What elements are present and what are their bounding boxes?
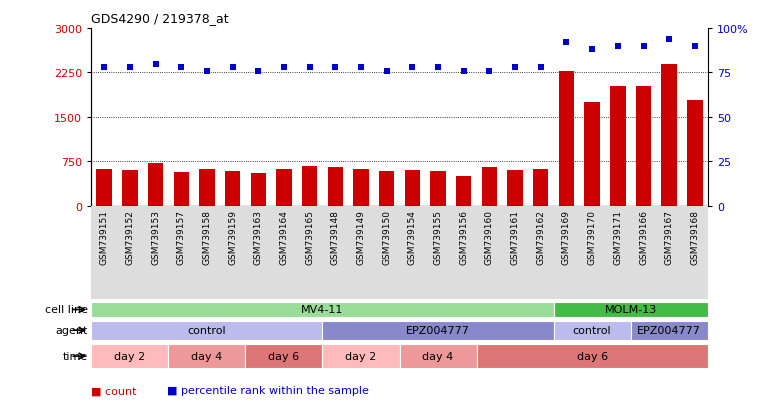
Bar xyxy=(245,344,323,368)
Text: GSM739167: GSM739167 xyxy=(664,209,673,264)
Text: GSM739157: GSM739157 xyxy=(177,209,186,264)
Text: control: control xyxy=(573,325,612,335)
Bar xyxy=(323,321,554,339)
Bar xyxy=(554,321,631,339)
Text: ■ percentile rank within the sample: ■ percentile rank within the sample xyxy=(167,385,369,395)
Text: EPZ004777: EPZ004777 xyxy=(637,325,701,335)
Bar xyxy=(584,102,600,206)
Text: GDS4290 / 219378_at: GDS4290 / 219378_at xyxy=(91,12,229,25)
Bar xyxy=(476,344,708,368)
Bar xyxy=(554,302,708,317)
Bar xyxy=(225,171,240,206)
Bar xyxy=(661,65,677,206)
Text: day 6: day 6 xyxy=(577,351,608,361)
Text: GSM739164: GSM739164 xyxy=(279,209,288,264)
Text: GSM739171: GSM739171 xyxy=(613,209,622,264)
Text: GSM739154: GSM739154 xyxy=(408,209,417,264)
Text: day 4: day 4 xyxy=(191,351,222,361)
Text: GSM739162: GSM739162 xyxy=(537,209,546,264)
Text: MV4-11: MV4-11 xyxy=(301,304,344,314)
Bar xyxy=(431,171,446,206)
Bar xyxy=(250,173,266,206)
Text: GSM739159: GSM739159 xyxy=(228,209,237,264)
Text: day 4: day 4 xyxy=(422,351,454,361)
Bar xyxy=(636,87,651,206)
Bar xyxy=(174,172,189,206)
Bar xyxy=(400,344,476,368)
Text: GSM739148: GSM739148 xyxy=(331,209,340,264)
Bar xyxy=(97,169,112,206)
Text: GSM739161: GSM739161 xyxy=(511,209,520,264)
Text: GSM739169: GSM739169 xyxy=(562,209,571,264)
Text: GSM739152: GSM739152 xyxy=(126,209,135,264)
Text: control: control xyxy=(187,325,226,335)
Text: GSM739163: GSM739163 xyxy=(253,209,263,264)
Bar xyxy=(122,171,138,206)
Text: agent: agent xyxy=(55,325,88,335)
Text: GSM739150: GSM739150 xyxy=(382,209,391,264)
Text: GSM739156: GSM739156 xyxy=(459,209,468,264)
Bar xyxy=(610,87,626,206)
Text: EPZ004777: EPZ004777 xyxy=(406,325,470,335)
Bar xyxy=(91,321,323,339)
Text: MOLM-13: MOLM-13 xyxy=(604,304,657,314)
Text: day 2: day 2 xyxy=(345,351,377,361)
Bar xyxy=(302,167,317,206)
Bar xyxy=(353,169,369,206)
Bar xyxy=(482,167,497,206)
Text: time: time xyxy=(62,351,88,361)
Text: ■ count: ■ count xyxy=(91,385,137,395)
Bar xyxy=(323,344,400,368)
Bar xyxy=(456,176,472,206)
Bar xyxy=(327,168,343,206)
Bar xyxy=(91,344,168,368)
Bar xyxy=(276,169,291,206)
Text: GSM739155: GSM739155 xyxy=(434,209,443,264)
Bar xyxy=(379,171,394,206)
Text: GSM739170: GSM739170 xyxy=(587,209,597,264)
Text: day 6: day 6 xyxy=(269,351,300,361)
Bar xyxy=(91,302,554,317)
Text: GSM739160: GSM739160 xyxy=(485,209,494,264)
Text: GSM739158: GSM739158 xyxy=(202,209,212,264)
Text: cell line: cell line xyxy=(44,305,88,315)
Bar xyxy=(631,321,708,339)
Text: GSM739151: GSM739151 xyxy=(100,209,109,264)
Text: GSM739168: GSM739168 xyxy=(690,209,699,264)
Bar xyxy=(199,169,215,206)
Bar xyxy=(168,344,245,368)
Bar xyxy=(148,164,163,206)
Text: GSM739165: GSM739165 xyxy=(305,209,314,264)
Text: day 2: day 2 xyxy=(114,351,145,361)
Bar xyxy=(533,170,549,206)
Text: GSM739149: GSM739149 xyxy=(356,209,365,264)
Text: GSM739153: GSM739153 xyxy=(151,209,160,264)
Text: GSM739166: GSM739166 xyxy=(639,209,648,264)
Bar xyxy=(559,71,575,206)
Bar xyxy=(508,171,523,206)
Bar xyxy=(405,171,420,206)
Bar xyxy=(687,101,702,206)
